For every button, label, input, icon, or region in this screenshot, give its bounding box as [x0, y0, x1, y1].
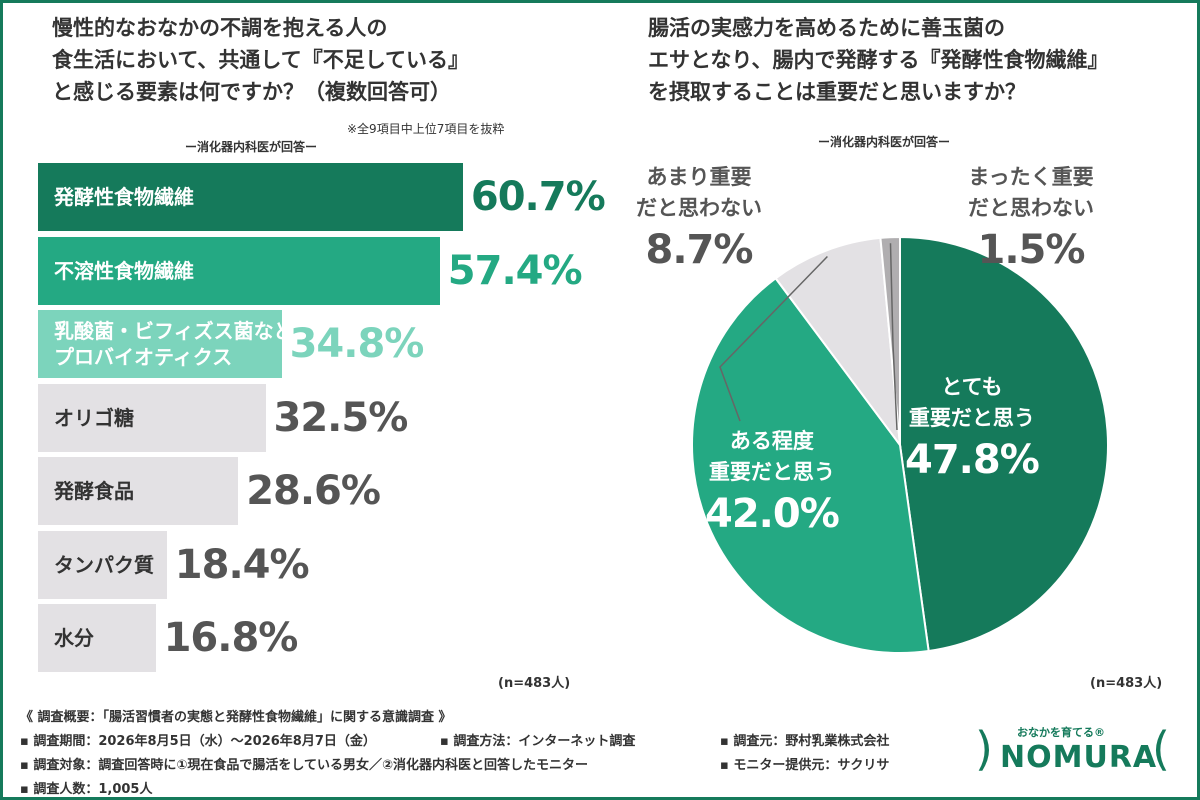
left-chart-n: (n=483人) — [498, 672, 570, 691]
bar-value-5: 28.6% — [246, 457, 380, 525]
survey-name: 《 調査概要：「腸活習慣者の実態と発酵性食物繊維」に関する意識調査 》 — [20, 706, 452, 725]
right-chart-respondent: ー消化器内科医が回答ー — [818, 133, 950, 150]
bar-label-6: タンパク質 — [54, 531, 154, 599]
bar-value-3: 34.8% — [290, 310, 424, 378]
bar-value-6: 18.4% — [175, 531, 309, 599]
bar-value-1: 60.7% — [471, 163, 605, 231]
pie-label-not-very-important: あまり重要 だと思わない 8.7% — [636, 162, 762, 276]
bar-label-3: 乳酸菌・ビフィズス菌などの プロバイオティクス — [54, 310, 314, 378]
pie-label-not-important-at-all: まったく重要 だと思わない 1.5% — [968, 162, 1094, 276]
logo-tagline: おなかを育てる® — [1017, 724, 1105, 740]
logo-name: NOMURA — [1000, 740, 1157, 775]
survey-monitor: ▪ モニター提供元：サクリサ — [720, 754, 889, 773]
bar-label-5: 発酵食品 — [54, 457, 134, 525]
bar-label-2: 不溶性食物繊維 — [54, 237, 194, 305]
logo-right-paren-icon: ( — [1152, 722, 1170, 776]
survey-target: ▪ 調査対象：調査回答時に①現在食品で腸活をしている男女／②消化器内科医と回答し… — [20, 754, 588, 773]
bar-value-2: 57.4% — [448, 237, 582, 305]
pie-label-very-important: とても 重要だと思う 47.8% — [905, 372, 1039, 486]
bar-value-4: 32.5% — [274, 384, 408, 452]
logo-left-paren-icon: ) — [975, 722, 993, 776]
survey-organizer: ▪ 調査元：野村乳業株式会社 — [720, 730, 889, 749]
left-chart-title: 慢性的なおなかの不調を抱える人の 食生活において、共通して『不足している』 と感… — [52, 12, 469, 108]
bar-label-7: 水分 — [54, 604, 94, 672]
pie-label-somewhat-important: ある程度 重要だと思う 42.0% — [705, 426, 839, 540]
survey-count: ▪ 調査人数：1,005人 — [20, 778, 152, 797]
bar-label-1: 発酵性食物繊維 — [54, 163, 194, 231]
bar-value-7: 16.8% — [164, 604, 298, 672]
right-chart-n: (n=483人) — [1090, 672, 1162, 691]
bar-label-4: オリゴ糖 — [54, 384, 134, 452]
survey-period: ▪ 調査期間：2026年8月5日（水）～2026年8月7日（金） — [20, 730, 376, 749]
right-chart-title: 腸活の実感力を高めるために善玉菌の エサとなり、腸内で発酵する『発酵性食物繊維』… — [648, 12, 1109, 108]
left-chart-note: ※全9項目中上位7項目を抜粋 — [347, 120, 504, 137]
survey-method: ▪ 調査方法：インターネット調査 — [440, 730, 635, 749]
left-chart-respondent: ー消化器内科医が回答ー — [185, 138, 317, 155]
